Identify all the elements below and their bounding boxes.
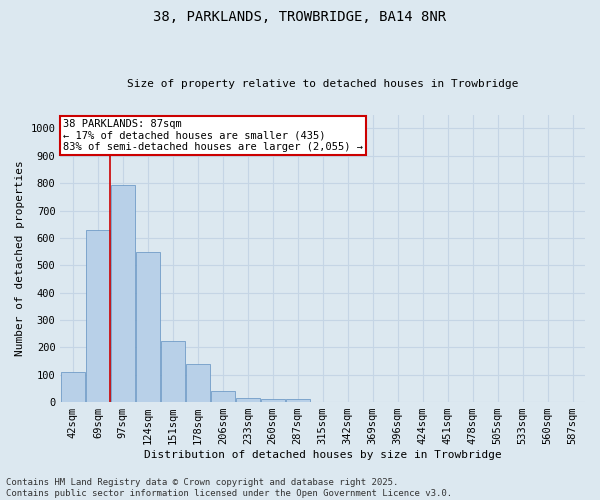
Text: 38 PARKLANDS: 87sqm
← 17% of detached houses are smaller (435)
83% of semi-detac: 38 PARKLANDS: 87sqm ← 17% of detached ho… bbox=[63, 119, 363, 152]
Bar bbox=[136, 252, 160, 402]
Bar bbox=[211, 390, 235, 402]
Bar bbox=[261, 398, 284, 402]
Bar bbox=[86, 230, 110, 402]
Bar bbox=[186, 364, 209, 402]
Text: 38, PARKLANDS, TROWBRIDGE, BA14 8NR: 38, PARKLANDS, TROWBRIDGE, BA14 8NR bbox=[154, 10, 446, 24]
Bar bbox=[286, 400, 310, 402]
Text: Contains HM Land Registry data © Crown copyright and database right 2025.
Contai: Contains HM Land Registry data © Crown c… bbox=[6, 478, 452, 498]
X-axis label: Distribution of detached houses by size in Trowbridge: Distribution of detached houses by size … bbox=[144, 450, 502, 460]
Bar bbox=[111, 184, 135, 402]
Y-axis label: Number of detached properties: Number of detached properties bbox=[15, 160, 25, 356]
Bar bbox=[161, 342, 185, 402]
Title: Size of property relative to detached houses in Trowbridge: Size of property relative to detached ho… bbox=[127, 79, 518, 89]
Bar bbox=[236, 398, 260, 402]
Bar bbox=[61, 372, 85, 402]
